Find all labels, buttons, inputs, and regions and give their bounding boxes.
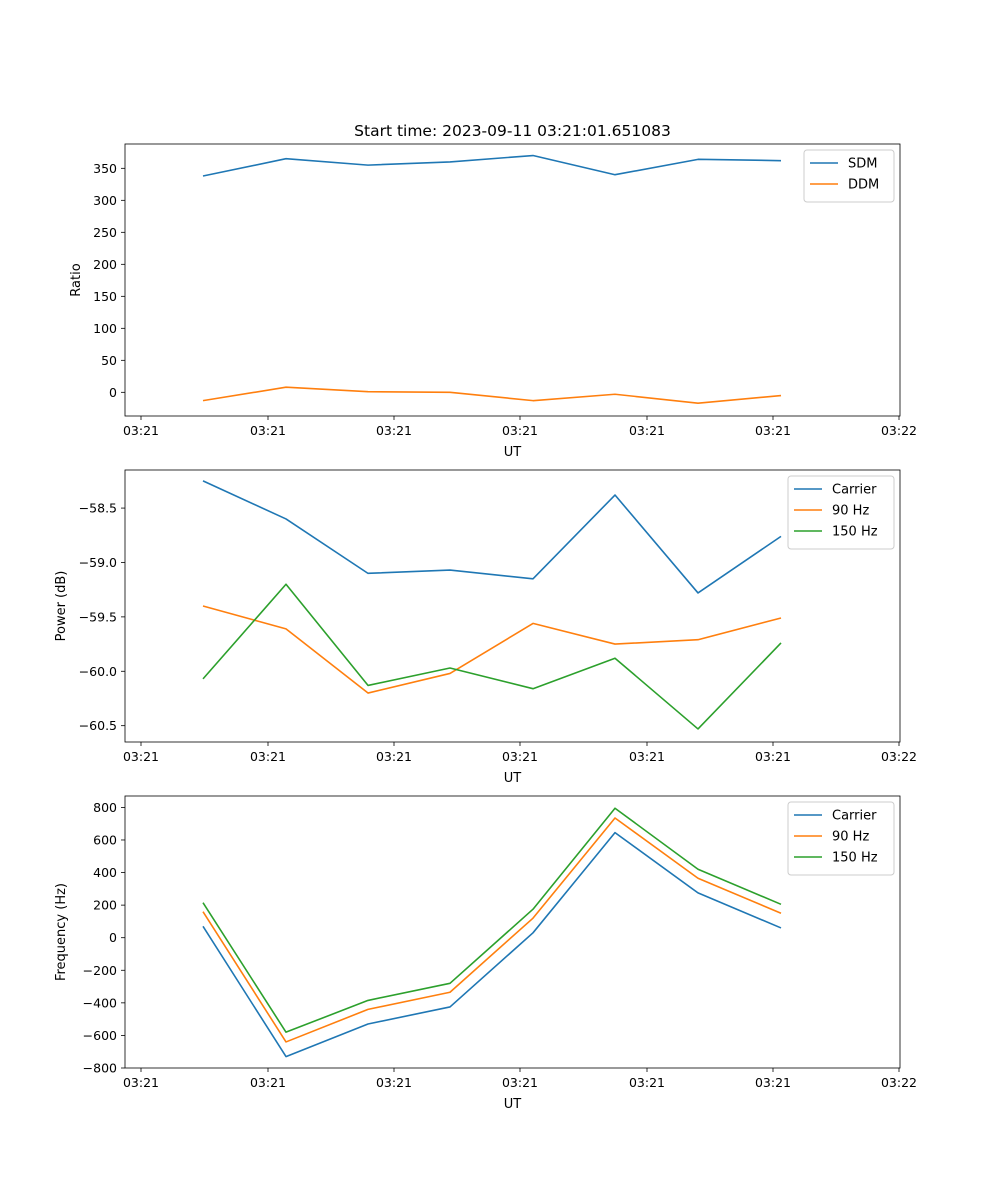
series-line-ddm: [202, 386, 782, 405]
y-axis-label: Ratio: [69, 263, 84, 296]
series-line-150-hz: [202, 807, 782, 1033]
legend-label: Carrier: [832, 483, 877, 498]
x-axis-label: UT: [504, 1097, 522, 1112]
x-axis-label: UT: [504, 445, 522, 460]
y-tick-label: −400: [83, 995, 117, 1010]
series-line-90-hz: [202, 605, 782, 694]
x-axis-label: UT: [504, 771, 522, 786]
y-tick-label: 400: [93, 865, 117, 880]
legend-label: Carrier: [832, 809, 877, 824]
x-tick-label: 03:21: [250, 1075, 286, 1090]
y-tick-label: 300: [93, 193, 117, 208]
x-tick-label: 03:21: [755, 1075, 791, 1090]
x-tick-label: 03:21: [376, 423, 412, 438]
x-tick-label: 03:21: [502, 423, 538, 438]
legend: SDM DDM: [803, 149, 895, 203]
x-tick-label: 03:22: [881, 749, 917, 764]
y-tick-label: −60.0: [79, 664, 117, 679]
y-tick-label: 600: [93, 832, 117, 847]
y-tick-label: 0: [109, 385, 117, 400]
x-tick-label: 03:22: [881, 1075, 917, 1090]
y-tick-label: −800: [83, 1061, 117, 1076]
y-tick-label: 150: [93, 289, 117, 304]
chart-panel-1: Start time: 2023-09-11 03:21:01.65108303…: [69, 122, 917, 460]
legend-label: 150 Hz: [832, 525, 878, 540]
legend-label: SDM: [848, 157, 877, 172]
x-tick-label: 03:21: [250, 423, 286, 438]
legend: Carrier 90 Hz 150 Hz: [787, 475, 895, 550]
x-tick-label: 03:21: [629, 1075, 665, 1090]
y-tick-label: 350: [93, 161, 117, 176]
axes-frame: [124, 795, 901, 1069]
y-tick-label: 0: [109, 930, 117, 945]
series-line-90-hz: [202, 817, 782, 1043]
x-tick-label: 03:21: [755, 423, 791, 438]
x-tick-label: 03:21: [502, 749, 538, 764]
x-tick-label: 03:21: [123, 749, 159, 764]
legend-label: DDM: [848, 178, 879, 193]
axes-frame: [124, 143, 901, 417]
series-line-carrier: [202, 480, 782, 594]
axes-frame: [124, 469, 901, 743]
y-tick-label: −59.5: [79, 609, 117, 624]
chart-panel-2: 03:21 03:21 03:21 03:21 03:21 03:21 03:22 −60.5…: [54, 469, 917, 786]
x-tick-label: 03:21: [629, 749, 665, 764]
series-line-150-hz: [202, 583, 782, 730]
y-tick-label: 200: [93, 257, 117, 272]
legend-label: 90 Hz: [832, 830, 869, 845]
y-tick-label: 800: [93, 800, 117, 815]
y-tick-label: 100: [93, 321, 117, 336]
series-line-carrier: [202, 831, 782, 1058]
series-line-sdm: [202, 154, 782, 177]
y-axis-label: Frequency (Hz): [54, 883, 69, 981]
legend-label: 150 Hz: [832, 851, 878, 866]
y-tick-label: −200: [83, 963, 117, 978]
x-tick-label: 03:21: [250, 749, 286, 764]
legend: Carrier 90 Hz 150 Hz: [787, 801, 895, 876]
chart-title: Start time: 2023-09-11 03:21:01.651083: [354, 122, 671, 140]
y-tick-label: 250: [93, 225, 117, 240]
y-axis-label: Power (dB): [54, 571, 69, 642]
x-tick-label: 03:21: [629, 423, 665, 438]
y-tick-label: 50: [101, 353, 117, 368]
x-tick-label: 03:21: [123, 423, 159, 438]
y-tick-label: −58.5: [79, 501, 117, 516]
chart-panel-3: 03:21 03:21 03:21 03:21 03:21 03:21 03:22 −800 −…: [54, 795, 917, 1112]
y-tick-label: −600: [83, 1028, 117, 1043]
x-tick-label: 03:21: [376, 1075, 412, 1090]
y-tick-label: 200: [93, 898, 117, 913]
y-tick-label: −60.5: [79, 718, 117, 733]
x-tick-label: 03:21: [376, 749, 412, 764]
legend-label: 90 Hz: [832, 504, 869, 519]
x-tick-label: 03:21: [502, 1075, 538, 1090]
y-tick-label: −59.0: [79, 555, 117, 570]
x-tick-label: 03:21: [123, 1075, 159, 1090]
x-tick-label: 03:21: [755, 749, 791, 764]
x-tick-label: 03:22: [881, 423, 917, 438]
